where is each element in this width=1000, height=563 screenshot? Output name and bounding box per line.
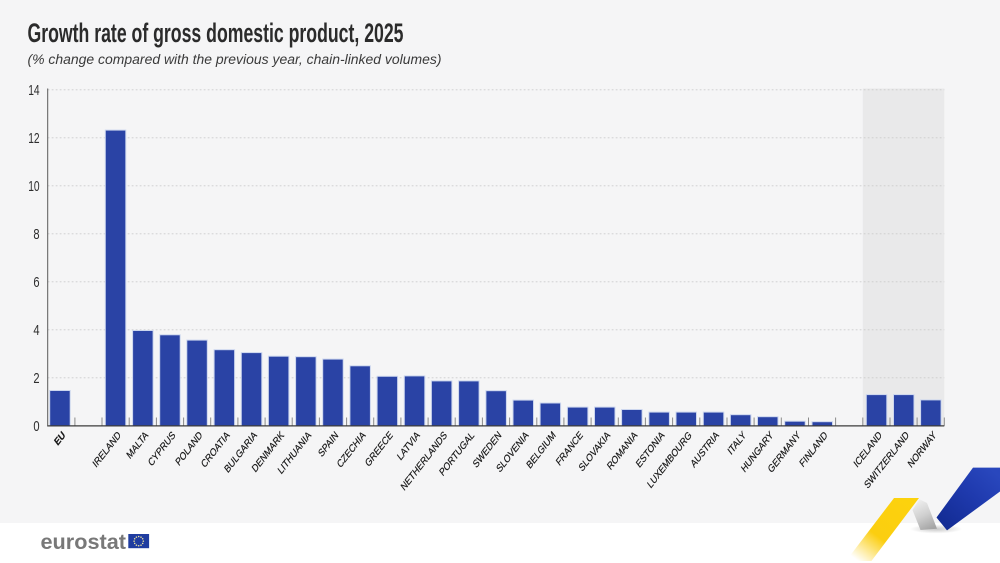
svg-text:10: 10 bbox=[28, 178, 39, 195]
svg-text:12: 12 bbox=[28, 130, 39, 147]
svg-text:8: 8 bbox=[33, 226, 39, 243]
svg-text:Growth rate of gross domestic: Growth rate of gross domestic product, 2… bbox=[28, 18, 404, 48]
svg-text:(% change compared with the pr: (% change compared with the previous yea… bbox=[28, 52, 442, 67]
svg-text:14: 14 bbox=[28, 82, 39, 99]
svg-text:6: 6 bbox=[33, 274, 39, 291]
svg-text:2: 2 bbox=[33, 370, 39, 387]
svg-text:4: 4 bbox=[33, 322, 39, 339]
svg-text:0: 0 bbox=[33, 418, 39, 435]
svg-text:eurostat: eurostat bbox=[41, 531, 126, 554]
